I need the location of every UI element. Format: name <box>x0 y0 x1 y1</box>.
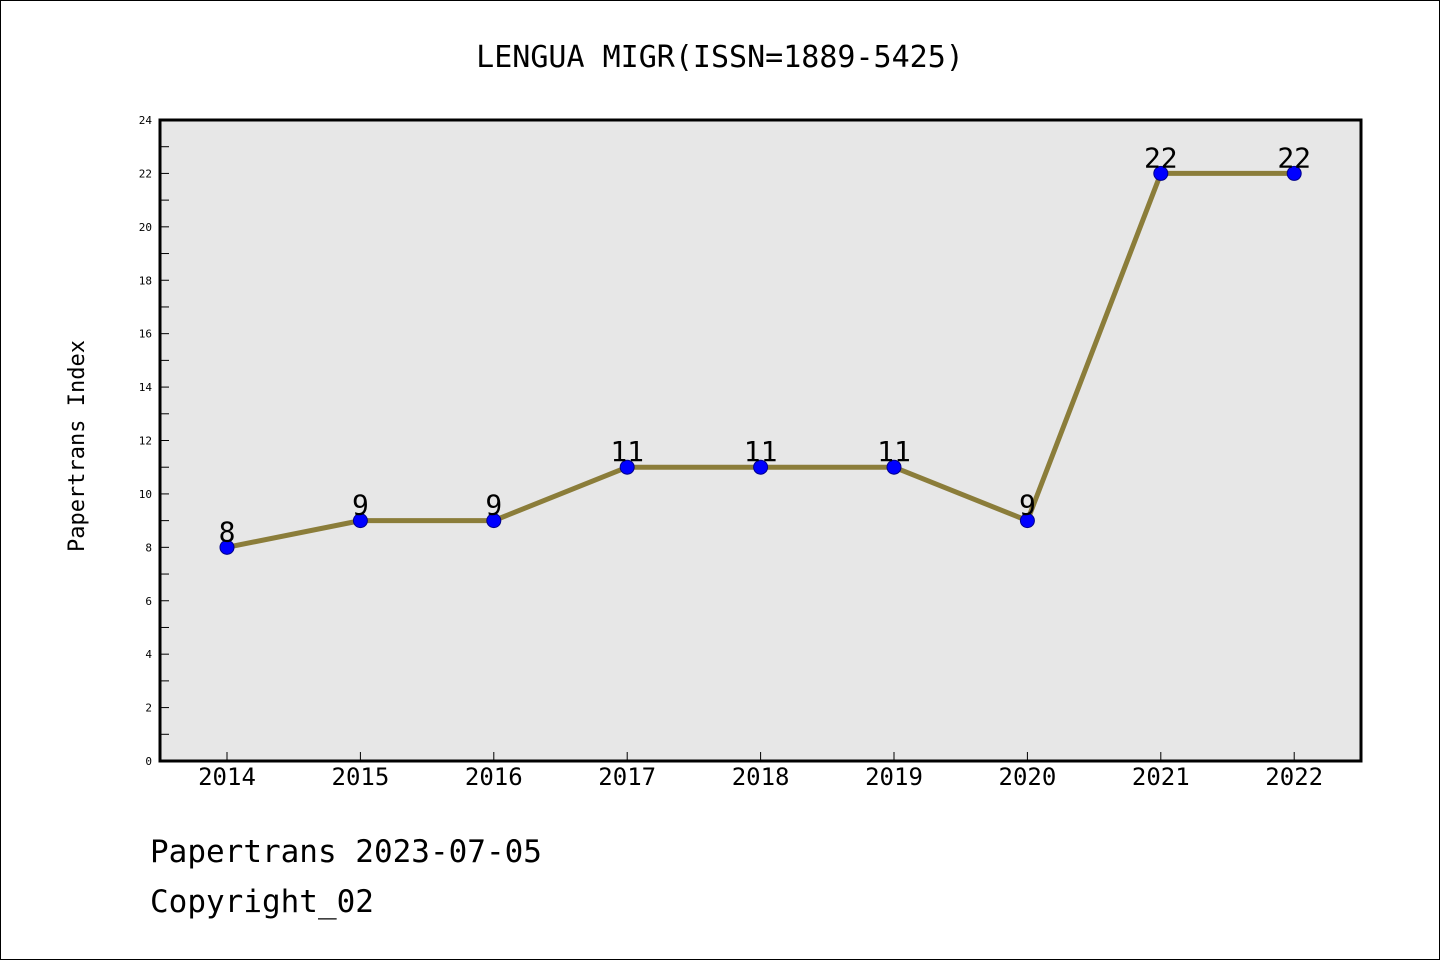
data-point <box>352 513 368 529</box>
plot-border <box>158 118 1363 763</box>
y-tick-label: 14 <box>139 381 153 394</box>
x-tick-label: 2019 <box>865 763 923 791</box>
y-axis-label: Papertrans Index <box>65 340 90 552</box>
data-point <box>619 459 635 475</box>
footer-date-line: Papertrans 2023-07-05 <box>150 834 542 870</box>
x-tick-label: 2022 <box>1265 763 1323 791</box>
y-tick-label: 18 <box>139 274 152 287</box>
data-label: 11 <box>744 435 778 468</box>
data-point <box>1019 513 1035 529</box>
x-axis-ticks: 2014 2015 2016 2017 2018 2019 2020 2021 2022 <box>198 752 1323 791</box>
y-tick-label: 6 <box>145 595 152 608</box>
data-point <box>1153 165 1169 181</box>
data-labels-layer: 8 9 9 11 11 11 9 22 22 <box>219 141 1311 548</box>
x-tick-label: 2016 <box>465 763 523 791</box>
y-tick-label: 16 <box>139 328 152 341</box>
x-tick-label: 2014 <box>198 763 256 791</box>
data-point <box>753 459 769 475</box>
data-label: 22 <box>1277 141 1311 174</box>
x-tick-label: 2015 <box>332 763 390 791</box>
data-point <box>1286 165 1302 181</box>
data-label: 9 <box>1019 489 1036 522</box>
x-tick-label: 2017 <box>598 763 656 791</box>
y-tick-label: 0 <box>145 755 152 768</box>
y-tick-label: 4 <box>145 648 152 661</box>
plot-area <box>160 120 1361 761</box>
data-point <box>886 459 902 475</box>
y-tick-label: 22 <box>139 167 152 180</box>
data-label: 9 <box>485 489 502 522</box>
series-layer <box>219 165 1302 555</box>
data-point <box>219 539 235 555</box>
y-tick-label: 20 <box>139 221 152 234</box>
data-label: 11 <box>877 435 911 468</box>
data-label: 8 <box>219 515 236 548</box>
y-tick-label: 8 <box>145 541 152 554</box>
y-tick-label: 24 <box>139 114 153 127</box>
data-label: 9 <box>352 489 369 522</box>
data-label: 11 <box>610 435 644 468</box>
x-tick-label: 2018 <box>732 763 790 791</box>
footer-copyright: Copyright_02 <box>150 884 374 920</box>
data-point <box>486 513 502 529</box>
chart-title: LENGUA MIGR(ISSN=1889-5425) <box>476 40 964 75</box>
y-tick-label: 2 <box>145 702 152 715</box>
y-tick-label: 10 <box>139 488 152 501</box>
x-tick-label: 2021 <box>1132 763 1190 791</box>
y-tick-label: 12 <box>139 435 152 448</box>
x-tick-label: 2020 <box>999 763 1057 791</box>
data-label: 22 <box>1144 141 1178 174</box>
